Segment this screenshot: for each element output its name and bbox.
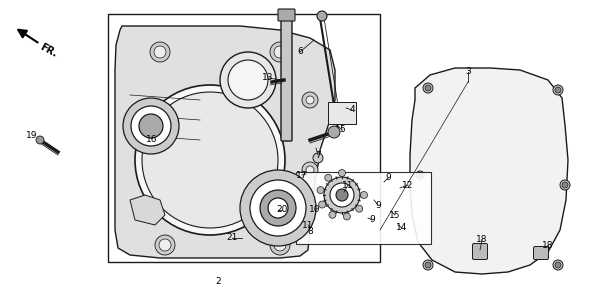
FancyBboxPatch shape — [281, 17, 292, 141]
Text: FR.: FR. — [38, 42, 58, 59]
Circle shape — [228, 60, 268, 100]
Text: 18: 18 — [542, 240, 554, 250]
Bar — [108, 14, 380, 262]
Circle shape — [360, 191, 368, 198]
Circle shape — [159, 239, 171, 251]
Circle shape — [319, 201, 326, 208]
Text: 20: 20 — [276, 206, 288, 215]
FancyBboxPatch shape — [533, 247, 549, 259]
Circle shape — [328, 126, 340, 138]
Circle shape — [423, 83, 433, 93]
FancyBboxPatch shape — [278, 9, 295, 21]
Circle shape — [123, 98, 179, 154]
Text: 4: 4 — [349, 105, 355, 114]
Circle shape — [555, 262, 561, 268]
Circle shape — [240, 170, 316, 246]
Circle shape — [260, 190, 296, 226]
Circle shape — [553, 85, 563, 95]
Circle shape — [343, 213, 350, 220]
Circle shape — [313, 153, 323, 163]
Circle shape — [329, 211, 336, 218]
Circle shape — [336, 189, 348, 201]
Circle shape — [36, 136, 44, 144]
Circle shape — [306, 96, 314, 104]
Text: 9: 9 — [369, 216, 375, 225]
Text: 14: 14 — [396, 224, 408, 232]
Text: 21: 21 — [227, 234, 238, 243]
Circle shape — [324, 174, 332, 181]
Circle shape — [317, 187, 324, 194]
Circle shape — [270, 235, 290, 255]
Circle shape — [131, 106, 171, 146]
Text: 5: 5 — [339, 126, 345, 135]
Circle shape — [423, 260, 433, 270]
Text: 12: 12 — [402, 181, 414, 190]
Circle shape — [330, 183, 354, 207]
Circle shape — [274, 239, 286, 251]
Circle shape — [416, 171, 424, 179]
Circle shape — [154, 46, 166, 58]
Polygon shape — [115, 26, 335, 258]
Circle shape — [560, 180, 570, 190]
Text: 8: 8 — [307, 228, 313, 237]
Circle shape — [317, 11, 327, 21]
Circle shape — [306, 166, 314, 174]
Circle shape — [418, 173, 422, 177]
Circle shape — [274, 46, 286, 58]
Circle shape — [425, 262, 431, 268]
Text: 15: 15 — [389, 210, 401, 219]
Circle shape — [339, 169, 346, 176]
Circle shape — [562, 182, 568, 188]
Circle shape — [302, 162, 318, 178]
Text: 11: 11 — [302, 221, 314, 229]
Polygon shape — [130, 195, 165, 225]
Circle shape — [268, 198, 288, 218]
Text: 3: 3 — [465, 67, 471, 76]
Circle shape — [553, 260, 563, 270]
Text: 6: 6 — [297, 48, 303, 57]
Text: 7: 7 — [315, 150, 321, 160]
Bar — [328, 102, 356, 124]
Circle shape — [250, 180, 306, 236]
Circle shape — [155, 235, 175, 255]
Circle shape — [142, 92, 278, 228]
Circle shape — [270, 42, 290, 62]
Text: 10: 10 — [309, 206, 321, 215]
Circle shape — [220, 52, 276, 108]
Circle shape — [135, 85, 285, 235]
Text: 9: 9 — [375, 200, 381, 209]
Text: 17: 17 — [296, 170, 308, 179]
Circle shape — [425, 85, 431, 91]
Circle shape — [555, 87, 561, 93]
Circle shape — [302, 92, 318, 108]
FancyBboxPatch shape — [473, 244, 487, 259]
Text: 2: 2 — [215, 278, 221, 287]
Circle shape — [356, 205, 363, 212]
Bar — [296, 172, 431, 244]
Text: 19: 19 — [26, 131, 38, 139]
Text: 16: 16 — [146, 135, 158, 144]
Text: 18: 18 — [476, 235, 488, 244]
Circle shape — [139, 114, 163, 138]
Text: 9: 9 — [385, 173, 391, 182]
Text: 13: 13 — [262, 73, 274, 82]
Circle shape — [150, 42, 170, 62]
Text: 11: 11 — [342, 181, 354, 190]
Polygon shape — [410, 68, 568, 274]
Circle shape — [324, 177, 360, 213]
